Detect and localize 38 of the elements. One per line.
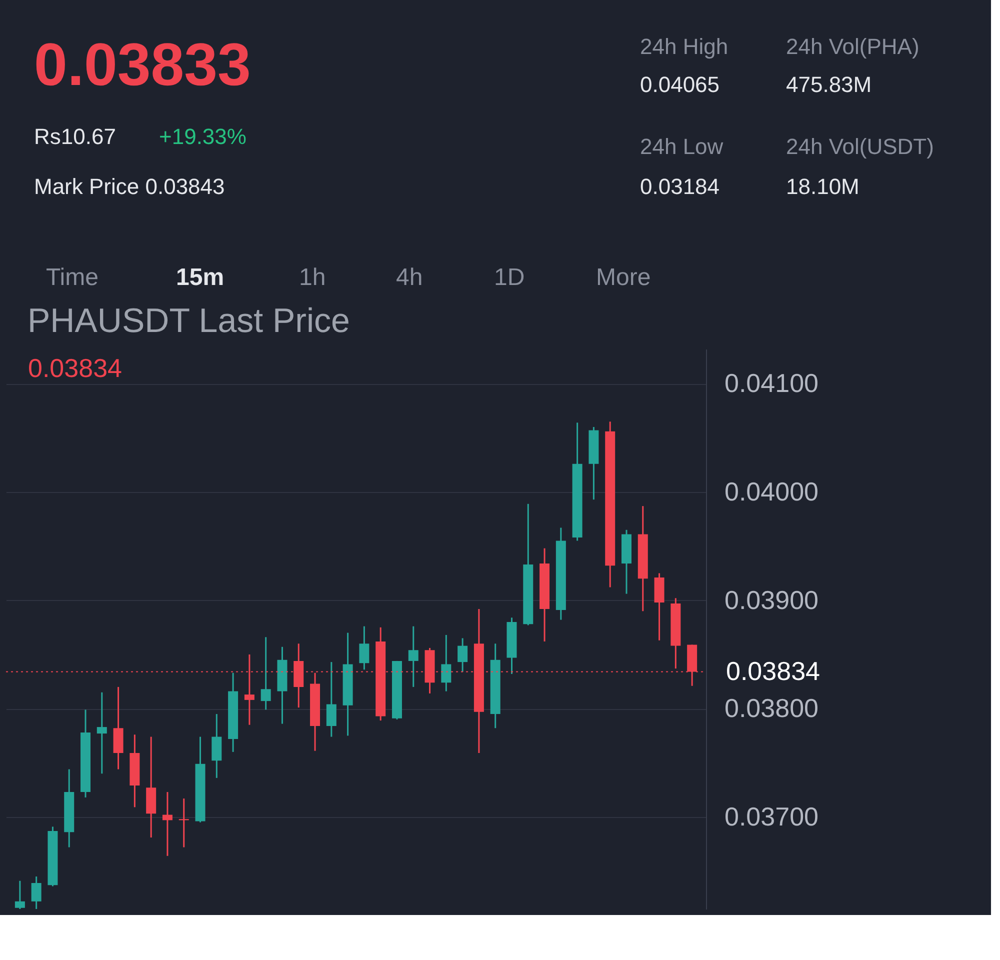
ref-line-label: 0.03834 [726, 656, 820, 686]
candlestick [212, 713, 222, 779]
text: Time [46, 264, 98, 291]
text: 1h [299, 264, 326, 291]
text: 24h Vol(PHA) [786, 34, 920, 59]
y-tick-label: 0.04000 [724, 476, 818, 506]
candlestick [260, 636, 271, 710]
text: Mark Price 0.03843 [34, 174, 225, 199]
text: +19.33% [159, 124, 246, 149]
y-tick-label: 0.03700 [724, 801, 818, 832]
text: 0.03184 [640, 174, 720, 199]
y-tick-label: 0.03900 [724, 584, 818, 615]
candlestick [326, 661, 336, 738]
text: More [596, 264, 651, 291]
chart-title: PHAUSDT Last Price [28, 302, 350, 340]
text: 0.04065 [640, 72, 720, 97]
candlestick [31, 876, 42, 910]
text: 18.10M [786, 174, 860, 199]
candlestick [96, 692, 107, 774]
text: 24h Vol(USDT) [786, 134, 934, 159]
candlestick [178, 798, 189, 848]
candlestick [359, 626, 370, 670]
text: 24h High [640, 34, 728, 59]
candlestick [162, 791, 172, 857]
candlestick [14, 880, 25, 910]
candlestick [458, 637, 468, 673]
text: 15m [176, 264, 224, 291]
text: 1D [494, 264, 525, 291]
candlestick [408, 626, 418, 688]
candlestick [441, 634, 452, 692]
annotation: 0.03834 [28, 353, 122, 383]
text: 475.83M [786, 72, 872, 97]
text: 4h [396, 264, 423, 291]
text: 24h Low [640, 134, 724, 159]
text: 0.03833 [34, 31, 251, 98]
text: Rs10.67 [34, 124, 116, 149]
y-tick-label: 0.04100 [724, 368, 818, 398]
y-tick-label: 0.03800 [724, 693, 818, 724]
